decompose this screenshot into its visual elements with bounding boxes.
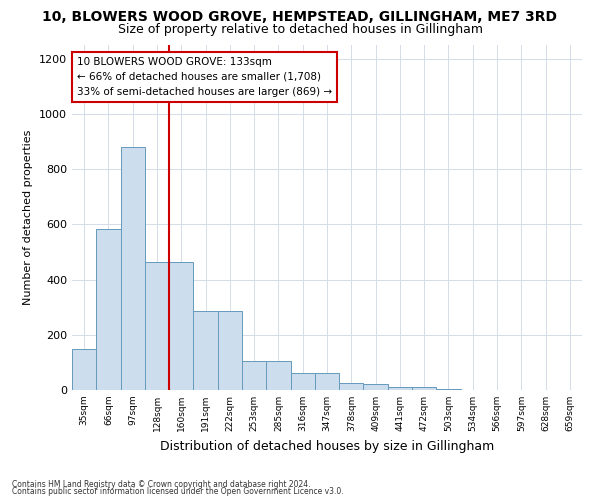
X-axis label: Distribution of detached houses by size in Gillingham: Distribution of detached houses by size … xyxy=(160,440,494,452)
Text: 10 BLOWERS WOOD GROVE: 133sqm
← 66% of detached houses are smaller (1,708)
33% o: 10 BLOWERS WOOD GROVE: 133sqm ← 66% of d… xyxy=(77,57,332,96)
Bar xyxy=(266,361,290,390)
Bar xyxy=(72,348,96,390)
Bar xyxy=(364,384,388,390)
Text: Size of property relative to detached houses in Gillingham: Size of property relative to detached ho… xyxy=(118,22,482,36)
Bar xyxy=(388,387,412,390)
Bar xyxy=(169,262,193,390)
Bar xyxy=(436,388,461,390)
Bar xyxy=(145,262,169,390)
Bar xyxy=(412,387,436,390)
Bar xyxy=(315,373,339,390)
Bar xyxy=(339,382,364,390)
Text: Contains public sector information licensed under the Open Government Licence v3: Contains public sector information licen… xyxy=(12,487,344,496)
Text: Contains HM Land Registry data © Crown copyright and database right 2024.: Contains HM Land Registry data © Crown c… xyxy=(12,480,311,489)
Bar xyxy=(121,147,145,390)
Y-axis label: Number of detached properties: Number of detached properties xyxy=(23,130,34,305)
Bar xyxy=(193,312,218,390)
Bar xyxy=(96,228,121,390)
Bar xyxy=(218,312,242,390)
Bar xyxy=(290,373,315,390)
Text: 10, BLOWERS WOOD GROVE, HEMPSTEAD, GILLINGHAM, ME7 3RD: 10, BLOWERS WOOD GROVE, HEMPSTEAD, GILLI… xyxy=(43,10,557,24)
Bar xyxy=(242,361,266,390)
